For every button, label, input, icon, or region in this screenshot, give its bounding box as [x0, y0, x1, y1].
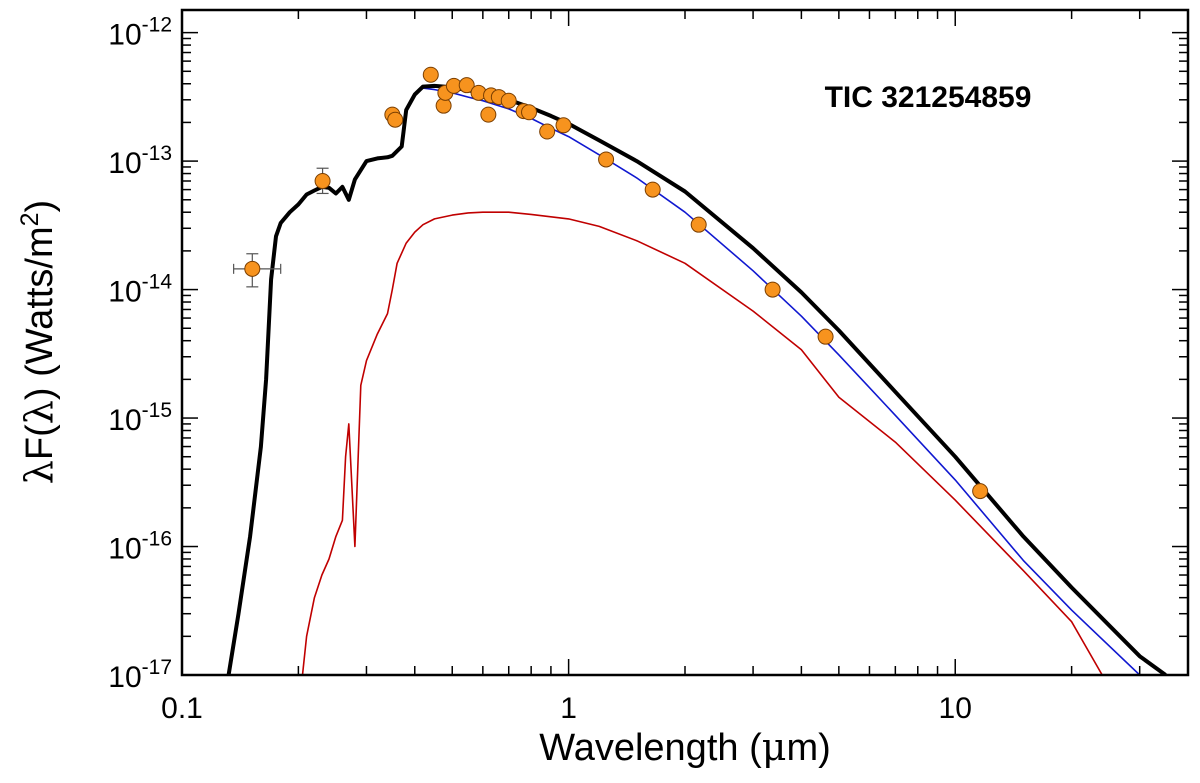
- y-axis-title: λF(λ) (Watts/m2): [16, 200, 61, 484]
- x-axis-title: Wavelength (μm): [539, 725, 831, 769]
- data-point-1: [314, 172, 331, 189]
- target-annotation: TIC 321254859: [825, 81, 1032, 114]
- data-point-13: [500, 92, 517, 109]
- data-point-19: [644, 181, 661, 198]
- ticks-layer: [181, 10, 1189, 676]
- data-point-22: [817, 328, 834, 345]
- data-point-21: [764, 281, 781, 298]
- series-line-total-model: [226, 83, 1167, 675]
- y-tick-labels: 10-12 10-13 10-14 10-15 10-16 10-17: [108, 14, 172, 694]
- data-point-16: [539, 123, 556, 140]
- data-point-8: [458, 77, 475, 94]
- y-tick-label: 10-16: [108, 528, 172, 566]
- data-point-4: [422, 66, 439, 83]
- data-point-23: [972, 483, 989, 500]
- data-point-3: [387, 111, 404, 128]
- data-point-18: [598, 151, 615, 168]
- series-line-secondary-model: [301, 211, 1103, 675]
- series-line-primary-model: [227, 87, 1141, 675]
- y-tick-label: 10-15: [108, 399, 172, 437]
- y-tick-label: 10-17: [108, 656, 172, 694]
- data-point-17: [555, 117, 572, 134]
- x-tick-label-10: 10: [939, 692, 972, 725]
- points-layer: [233, 66, 989, 500]
- data-point-20: [690, 216, 707, 233]
- y-tick-label: 10-13: [108, 142, 172, 180]
- data-point-15: [521, 104, 538, 121]
- y-tick-label: 10-14: [108, 271, 172, 309]
- series-layer: [226, 83, 1167, 675]
- x-tick-labels: 0.1 1 10: [161, 692, 972, 725]
- y-tick-label: 10-12: [108, 14, 172, 52]
- data-point-10: [480, 106, 497, 123]
- data-point-0: [244, 260, 261, 277]
- x-tick-label-0.1: 0.1: [161, 692, 203, 725]
- x-tick-label-1: 1: [560, 692, 577, 725]
